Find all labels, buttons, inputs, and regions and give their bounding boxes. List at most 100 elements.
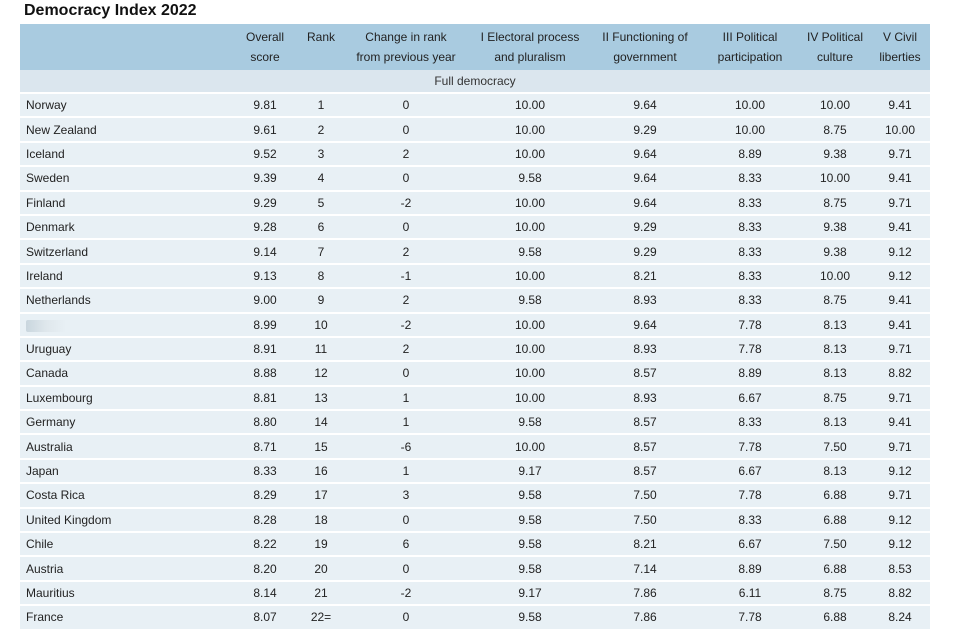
value-cell: 8.33 bbox=[700, 214, 800, 241]
value-cell: -2 bbox=[342, 580, 470, 607]
value-cell: 10.00 bbox=[800, 166, 870, 192]
value-cell: 2 bbox=[300, 117, 342, 143]
value-cell: 8.93 bbox=[590, 336, 700, 363]
value-cell: 9.58 bbox=[470, 556, 590, 582]
country-cell: Japan bbox=[20, 458, 230, 485]
value-cell: 9.58 bbox=[470, 288, 590, 314]
value-cell: 9.71 bbox=[870, 190, 930, 216]
table-row: 8.99 10 -2 10.00 9.64 7.78 8.13 9.41 bbox=[20, 312, 930, 338]
value-cell: 9.17 bbox=[470, 458, 590, 485]
table-row: Luxembourg 8.81 13 1 10.00 8.93 6.67 8.75 9.71 bbox=[20, 385, 930, 412]
value-cell: 8.93 bbox=[590, 385, 700, 412]
header-political-participation: III Political participation bbox=[700, 24, 800, 70]
value-cell: 8.82 bbox=[870, 580, 930, 607]
value-cell: 12 bbox=[300, 361, 342, 387]
value-cell: 8.33 bbox=[700, 263, 800, 290]
value-cell: 9.64 bbox=[590, 190, 700, 216]
value-cell: 8.33 bbox=[700, 166, 800, 192]
value-cell: 0 bbox=[342, 556, 470, 582]
header-electoral-process: I Electoral process and pluralism bbox=[470, 24, 590, 70]
value-cell: 8.13 bbox=[800, 361, 870, 387]
value-cell: 10.00 bbox=[700, 117, 800, 143]
header-rank: Rank bbox=[300, 24, 342, 70]
value-cell: 6.88 bbox=[800, 556, 870, 582]
value-cell: 9.38 bbox=[800, 239, 870, 265]
value-cell: 7.14 bbox=[590, 556, 700, 582]
value-cell: 9.12 bbox=[870, 263, 930, 290]
value-cell: 1 bbox=[342, 410, 470, 436]
value-cell: 8.88 bbox=[230, 361, 300, 387]
country-cell: Switzerland bbox=[20, 239, 230, 265]
table-row: Ireland 9.13 8 -1 10.00 8.21 8.33 10.00 9.12 bbox=[20, 263, 930, 290]
value-cell: 13 bbox=[300, 385, 342, 412]
header-political-culture: IV Political culture bbox=[800, 24, 870, 70]
value-cell: 10.00 bbox=[470, 312, 590, 338]
value-cell: 7 bbox=[300, 239, 342, 265]
value-cell: 8.33 bbox=[700, 410, 800, 436]
value-cell: 9.29 bbox=[230, 190, 300, 216]
country-cell: Mauritius bbox=[20, 580, 230, 607]
value-cell: 10.00 bbox=[470, 214, 590, 241]
value-cell: 9.81 bbox=[230, 93, 300, 119]
value-cell: 6 bbox=[300, 214, 342, 241]
value-cell: 9.29 bbox=[590, 239, 700, 265]
value-cell: 8.21 bbox=[590, 263, 700, 290]
value-cell: 2 bbox=[342, 288, 470, 314]
table-row: Germany 8.80 14 1 9.58 8.57 8.33 8.13 9.41 bbox=[20, 410, 930, 436]
value-cell: 6.67 bbox=[700, 385, 800, 412]
value-cell: 9.38 bbox=[800, 214, 870, 241]
value-cell: 7.50 bbox=[590, 483, 700, 509]
value-cell: -1 bbox=[342, 263, 470, 290]
header-functioning-of-government: II Functioning of government bbox=[590, 24, 700, 70]
value-cell: 0 bbox=[342, 166, 470, 192]
value-cell: 8.20 bbox=[230, 556, 300, 582]
value-cell: 9.38 bbox=[800, 141, 870, 168]
value-cell: 20 bbox=[300, 556, 342, 582]
value-cell: 8.33 bbox=[700, 288, 800, 314]
value-cell: 8.13 bbox=[800, 312, 870, 338]
table-row: Switzerland 9.14 7 2 9.58 9.29 8.33 9.38 9.12 bbox=[20, 239, 930, 265]
value-cell: 9.58 bbox=[470, 166, 590, 192]
value-cell: 0 bbox=[342, 361, 470, 387]
country-cell: France bbox=[20, 605, 230, 631]
value-cell: 8.14 bbox=[230, 580, 300, 607]
value-cell: 9.12 bbox=[870, 458, 930, 485]
header-overall-score: Overall score bbox=[230, 24, 300, 70]
country-cell: Sweden bbox=[20, 166, 230, 192]
table-row: Iceland 9.52 3 2 10.00 9.64 8.89 9.38 9.71 bbox=[20, 141, 930, 168]
value-cell: 9.71 bbox=[870, 385, 930, 412]
value-cell: 8.80 bbox=[230, 410, 300, 436]
value-cell: 8.75 bbox=[800, 190, 870, 216]
table-row: Mauritius 8.14 21 -2 9.17 7.86 6.11 8.75 8.82 bbox=[20, 580, 930, 607]
country-cell: Denmark bbox=[20, 214, 230, 241]
table-row: Norway 9.81 1 0 10.00 9.64 10.00 10.00 9.41 bbox=[20, 93, 930, 119]
value-cell: 9.29 bbox=[590, 117, 700, 143]
table-body: Full democracy Norway 9.81 1 0 10.00 9.64 10.0… bbox=[20, 70, 930, 631]
table-row: France 8.07 22= 0 9.58 7.86 7.78 6.88 8.24 bbox=[20, 605, 930, 631]
table-row: Uruguay 8.91 11 2 10.00 8.93 7.78 8.13 9.71 bbox=[20, 336, 930, 363]
value-cell: 8.89 bbox=[700, 141, 800, 168]
value-cell: 0 bbox=[342, 214, 470, 241]
value-cell: 9.64 bbox=[590, 166, 700, 192]
country-cell: Costa Rica bbox=[20, 483, 230, 509]
value-cell: 9.71 bbox=[870, 434, 930, 460]
table-row: Japan 8.33 16 1 9.17 8.57 6.67 8.13 9.12 bbox=[20, 458, 930, 485]
value-cell: 8.13 bbox=[800, 458, 870, 485]
value-cell: 8.75 bbox=[800, 117, 870, 143]
value-cell: 9.39 bbox=[230, 166, 300, 192]
value-cell: 10.00 bbox=[870, 117, 930, 143]
value-cell: 11 bbox=[300, 336, 342, 363]
value-cell: 6 bbox=[342, 532, 470, 558]
country-cell: New Zealand bbox=[20, 117, 230, 143]
value-cell: 9.64 bbox=[590, 312, 700, 338]
value-cell: 8.24 bbox=[870, 605, 930, 631]
value-cell: 9.58 bbox=[470, 483, 590, 509]
value-cell: 14 bbox=[300, 410, 342, 436]
value-cell: 7.78 bbox=[700, 434, 800, 460]
value-cell: 9.71 bbox=[870, 483, 930, 509]
value-cell: 8.91 bbox=[230, 336, 300, 363]
value-cell: 9.58 bbox=[470, 605, 590, 631]
value-cell: 8.57 bbox=[590, 458, 700, 485]
value-cell: 6.88 bbox=[800, 483, 870, 509]
value-cell: 8.89 bbox=[700, 556, 800, 582]
